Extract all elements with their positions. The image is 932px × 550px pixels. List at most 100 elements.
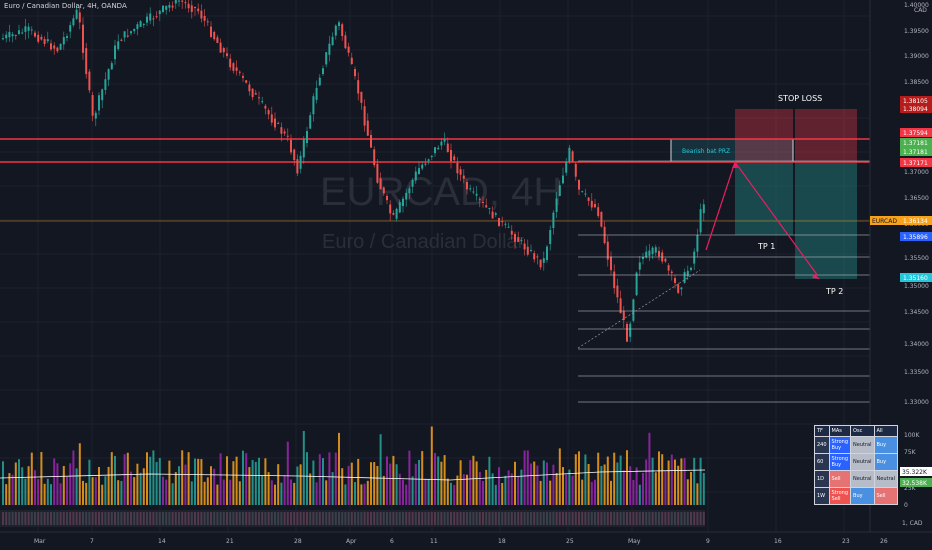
volume-tick: 25K — [904, 485, 917, 492]
price-badge — [900, 273, 932, 282]
time-tick: 7 — [90, 538, 94, 545]
price-tick: 1.35000 — [904, 283, 929, 290]
price-badge-text: 1.35896 — [903, 234, 928, 241]
ta-tf: 240 — [814, 436, 830, 454]
ta-row: 1D Sell Neutral Neutral — [814, 470, 898, 488]
ta-all: Sell — [873, 487, 898, 505]
currency-label: CAD — [914, 7, 927, 14]
ta-osc: Neutral — [850, 436, 875, 454]
price-axis[interactable]: 1.400001.395001.390001.385001.380001.375… — [870, 2, 932, 406]
time-tick: 25 — [566, 538, 574, 545]
technical-analysis-table: TF MAs Osc All 240 Strong Buy Neutral Bu… — [814, 425, 898, 505]
volume-tick: 75K — [904, 449, 917, 456]
price-tick: 1.35500 — [904, 255, 929, 262]
volume-series — [0, 426, 706, 505]
chart-title: Euro / Canadian Dollar, 4H, OANDA — [4, 2, 127, 10]
price-tick: 1.33000 — [904, 399, 929, 406]
price-badge — [900, 158, 932, 167]
time-tick: 6 — [390, 538, 394, 545]
price-tick: 1.37000 — [904, 169, 929, 176]
price-badge — [900, 216, 932, 225]
price-tick: 1.40000 — [904, 2, 929, 9]
price-badge-text: 1.35160 — [903, 275, 928, 282]
ta-osc: Neutral — [850, 453, 875, 471]
time-tick: 23 — [842, 538, 850, 545]
price-tick: 1.39000 — [904, 53, 929, 60]
price-badge — [900, 128, 932, 137]
price-badge — [900, 147, 932, 156]
volume-badge-text: 32.538K — [902, 480, 928, 487]
ta-osc: Neutral — [850, 470, 875, 488]
watermark-name: Euro / Canadian Dollar — [322, 231, 525, 253]
price-badge-text: 1.37181 — [903, 140, 928, 147]
ta-mas: Strong Buy — [828, 453, 852, 471]
price-badge-text: 1.37594 — [903, 130, 928, 137]
symbol-badge-text: EURCAD — [872, 218, 897, 225]
time-tick: 9 — [706, 538, 710, 545]
price-tick: 1.38500 — [904, 79, 929, 86]
ta-mas: Strong Buy — [828, 436, 852, 454]
time-tick: 11 — [430, 538, 438, 545]
time-axis[interactable]: Mar 7 14 21 28 Apr 6 11 18 25 May 9 16 23 26 — [34, 538, 888, 545]
chart-grid — [0, 0, 870, 532]
ta-row: 240 Strong Buy Neutral Buy — [814, 436, 898, 454]
ta-tf: 1W — [814, 487, 830, 505]
price-badge-text: 1.37171 — [903, 160, 928, 167]
prz-label: Bearish bat PRZ — [682, 148, 730, 155]
ta-all: Buy — [873, 453, 898, 471]
volume-tick: 100K — [904, 432, 920, 439]
volume-badge — [900, 467, 932, 476]
ta-header-osc: Osc — [850, 425, 875, 437]
price-badge-text: 1.38105 — [903, 98, 928, 105]
candlestick-series — [2, 0, 705, 343]
price-badge — [900, 232, 932, 241]
volume-badge-text: 35.322K — [902, 469, 928, 476]
price-badge-text: 1.36134 — [903, 218, 928, 225]
ta-header-all: All — [873, 425, 898, 437]
ta-mas: Strong Sell — [828, 487, 852, 505]
time-tick: 16 — [774, 538, 782, 545]
fib-trend-line — [577, 269, 701, 349]
price-badge — [900, 104, 932, 113]
ta-header-mas: MAs — [828, 425, 852, 437]
ta-tf: 1D — [814, 470, 830, 488]
ta-row: 1W Strong Sell Buy Sell — [814, 487, 898, 505]
ta-all: Buy — [873, 436, 898, 454]
stop-loss-zone — [735, 109, 793, 161]
ta-tf: 60 — [814, 453, 830, 471]
ta-all: Neutral — [873, 470, 898, 488]
price-badge — [900, 138, 932, 147]
stop-loss-label: STOP LOSS — [778, 94, 822, 103]
arrow-up-icon — [732, 162, 738, 168]
price-tick: 1.36500 — [904, 195, 929, 202]
time-tick: Mar — [34, 538, 46, 545]
price-tick: 1.33500 — [904, 369, 929, 376]
time-tick: 14 — [158, 538, 166, 545]
watermark-symbol: EURCAD, 4H — [320, 170, 562, 214]
ta-row: 60 Strong Buy Neutral Buy — [814, 453, 898, 471]
ta-osc: Buy — [850, 487, 875, 505]
price-tick: 1.34000 — [904, 341, 929, 348]
price-badge-text: 1.37181 — [903, 149, 928, 156]
time-tick: 18 — [498, 538, 506, 545]
tp2-zone — [795, 161, 857, 279]
volume-unit: 1, CAD — [902, 520, 923, 527]
volume-tick: 0 — [904, 502, 908, 509]
price-tick: 1.39500 — [904, 28, 929, 35]
tp1-label: TP 1 — [757, 242, 775, 251]
tp2-label: TP 2 — [825, 287, 843, 296]
time-tick: May — [628, 538, 641, 545]
ta-header-tf: TF — [814, 425, 830, 437]
price-badge-text: 1.38094 — [903, 106, 928, 113]
time-tick: 21 — [226, 538, 234, 545]
stop-loss-zone-2 — [795, 109, 857, 161]
volume-badge — [900, 478, 932, 487]
symbol-badge — [870, 216, 900, 225]
time-tick: 26 — [880, 538, 888, 545]
price-badge — [900, 96, 932, 105]
time-tick: Apr — [346, 538, 357, 545]
arrow-down-icon — [812, 274, 820, 279]
ta-mas: Sell — [828, 470, 852, 488]
